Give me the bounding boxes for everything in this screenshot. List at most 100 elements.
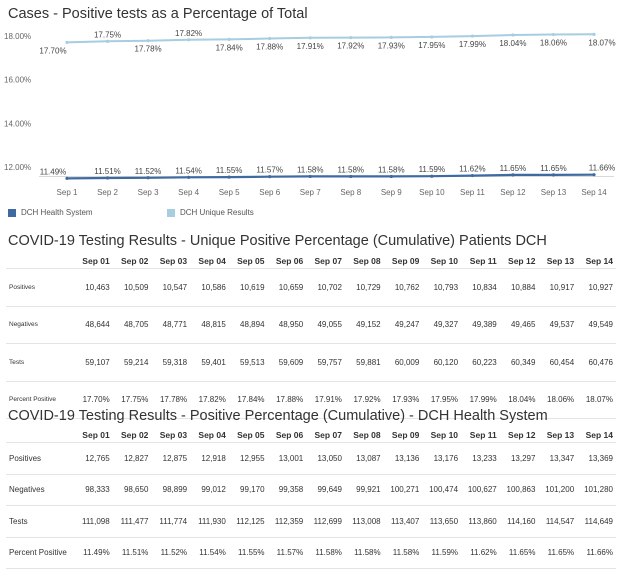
unique_table-column-header: Sep 02 <box>121 256 149 266</box>
table-cell: 10,927 <box>588 282 613 292</box>
table-cell: 48,705 <box>123 320 149 330</box>
data-point <box>105 39 110 43</box>
table-row: Tests 59,107 59,214 59,318 59,401 59,513 59,60… <box>6 344 616 381</box>
table-cell: 114,160 <box>507 516 536 526</box>
table-cell: 10,793 <box>433 282 459 292</box>
table-cell: 101,200 <box>545 485 575 495</box>
health_table-column-header: Sep 02 <box>121 430 149 440</box>
table-cell: 49,465 <box>510 320 536 330</box>
row-label: Negatives <box>9 485 45 495</box>
data-point <box>389 35 393 39</box>
health_table-column-header: Sep 08 <box>353 430 381 440</box>
table-cell: 60,009 <box>394 357 420 367</box>
table-cell: 18.06% <box>547 395 575 405</box>
data-label: 11.58% <box>297 165 324 174</box>
data-point <box>511 173 515 177</box>
table-cell: 98,899 <box>162 485 188 495</box>
data-point <box>389 174 393 179</box>
table-row: Negatives 98,333 98,650 98,899 99,012 99,170 9… <box>6 474 616 506</box>
table-cell: 10,619 <box>240 282 265 292</box>
x-tick-label: Sep 3 <box>138 188 159 197</box>
data-point <box>146 176 150 180</box>
unique_table-corner-cell <box>6 254 74 269</box>
table-cell: 111,477 <box>120 516 149 526</box>
table-cell: 10,762 <box>394 282 420 292</box>
table-cell: 48,644 <box>85 320 110 330</box>
legend-label-unique-results: DCH Unique Results <box>180 208 254 217</box>
table-cell: 11.66% <box>586 548 613 558</box>
table-cell: 10,509 <box>123 282 149 292</box>
data-label: 11.51% <box>94 167 121 176</box>
x-tick-label: Sep 1 <box>57 188 78 197</box>
legend-item-health-system[interactable]: DCH Health System <box>8 208 93 217</box>
row-label: Positives <box>9 283 36 291</box>
table-cell: 49,327 <box>433 320 459 330</box>
table-cell: 17.91% <box>314 395 342 405</box>
y-tick-label: 16.00% <box>4 76 31 85</box>
row-label: Percent Positive <box>9 548 67 558</box>
table-cell: 48,950 <box>278 320 304 330</box>
table-cell: 59,513 <box>240 357 265 367</box>
table-cell: 100,863 <box>506 485 536 495</box>
data-label: 17.95% <box>418 41 445 50</box>
legend-swatch-unique-results <box>167 208 175 217</box>
table-cell: 98,333 <box>85 485 110 495</box>
unique-results-table: Sep 01 Sep 02 Sep 03 Sep 04 Sep 05 Sep 06 Sep … <box>6 254 616 419</box>
table-cell: 114,547 <box>545 516 575 526</box>
table-cell: 11.54% <box>199 548 226 558</box>
data-label: 17.75% <box>94 30 121 39</box>
table-cell: 13,176 <box>433 453 459 463</box>
table-row: Positives 12,765 12,827 12,875 12,918 12,955 1… <box>6 443 616 474</box>
data-point <box>551 32 556 37</box>
health_table-column-header: Sep 10 <box>430 430 459 440</box>
x-tick-label: Sep 12 <box>500 188 526 197</box>
table-cell: 100,627 <box>467 485 497 495</box>
table-cell: 17.82% <box>198 395 226 405</box>
table-cell: 10,834 <box>472 282 497 292</box>
table-cell: 12,875 <box>162 453 188 463</box>
table-cell: 59,401 <box>201 357 226 367</box>
health_table-column-header: Sep 03 <box>159 430 188 440</box>
table-cell: 99,921 <box>356 485 381 495</box>
data-point <box>349 174 353 179</box>
table-cell: 11.55% <box>237 548 265 558</box>
table-cell: 11.65% <box>508 548 536 558</box>
table-cell: 13,136 <box>394 453 420 463</box>
table-row: Percent Positive 11.49% 11.51% 11.52% 11.54%… <box>6 537 616 569</box>
table-cell: 10,917 <box>549 282 575 292</box>
table-cell: 11.59% <box>431 548 459 558</box>
data-point <box>551 173 556 177</box>
table-cell: 11.57% <box>276 548 304 558</box>
table-cell: 17.93% <box>392 395 420 405</box>
table-cell: 17.95% <box>430 395 459 405</box>
table-cell: 12,765 <box>85 453 110 463</box>
data-label: 17.88% <box>256 42 283 51</box>
data-label: 11.49% <box>40 167 67 176</box>
table-cell: 60,454 <box>549 357 575 367</box>
unique_table-column-header: Sep 05 <box>237 256 265 266</box>
table-row: Tests 111,098 111,477 111,774 111,930 112,125… <box>6 506 616 537</box>
unique_table-column-header: Sep 11 <box>469 256 497 266</box>
data-label: 17.84% <box>216 43 243 52</box>
data-label: 11.54% <box>175 166 202 175</box>
table-cell: 12,955 <box>240 453 265 463</box>
table-cell: 113,008 <box>352 516 381 526</box>
table-cell: 99,012 <box>201 485 226 495</box>
data-point <box>511 33 515 37</box>
table-cell: 10,729 <box>356 282 381 292</box>
health_table-column-header: Sep 05 <box>237 430 265 440</box>
table-cell: 18.04% <box>508 395 536 405</box>
table-cell: 99,358 <box>278 485 304 495</box>
table-cell: 112,125 <box>236 516 265 526</box>
x-tick-label: Sep 6 <box>259 188 280 197</box>
data-point <box>146 39 150 43</box>
row-label: Positives <box>9 453 42 463</box>
table-cell: 13,369 <box>588 453 613 463</box>
x-tick-label: Sep 14 <box>581 188 607 197</box>
table-cell: 10,463 <box>85 282 110 292</box>
table-cell: 10,884 <box>510 282 536 292</box>
table-cell: 13,050 <box>317 453 342 463</box>
legend-item-unique-results[interactable]: DCH Unique Results <box>167 208 254 217</box>
table-cell: 48,771 <box>162 320 188 330</box>
x-tick-label: Sep 9 <box>381 188 402 197</box>
